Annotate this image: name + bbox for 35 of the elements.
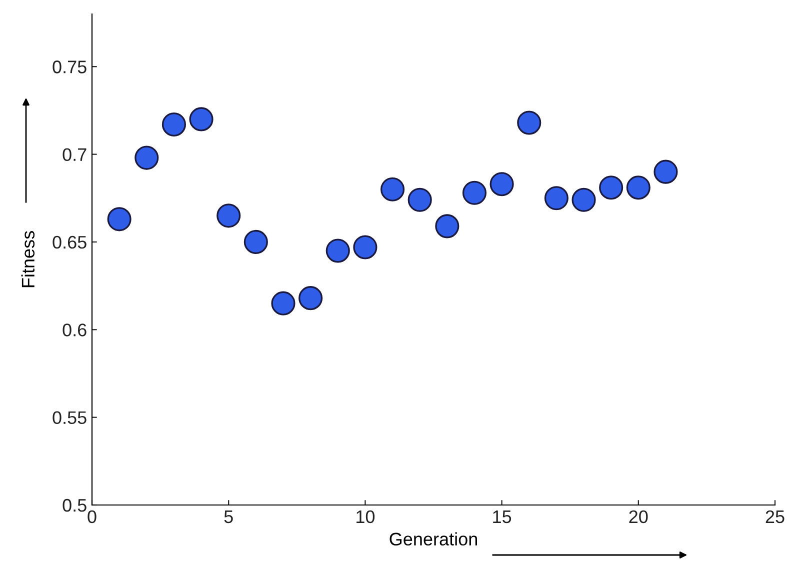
y-tick-label: 0.65 — [52, 236, 86, 249]
point — [244, 230, 268, 254]
x-tick-label: 10 — [356, 510, 375, 524]
point — [626, 176, 650, 200]
point — [380, 177, 405, 202]
point — [462, 180, 487, 205]
point — [544, 186, 568, 210]
y-tick-label: 0.5 — [62, 498, 86, 512]
point — [298, 286, 323, 310]
point — [162, 112, 186, 137]
point — [572, 188, 596, 212]
point — [517, 110, 542, 135]
y-tick-label: 0.75 — [52, 60, 86, 74]
point — [326, 238, 350, 263]
x-tick-label: 15 — [493, 510, 512, 524]
y-tick-label: 0.7 — [62, 148, 86, 162]
point — [271, 291, 296, 316]
point — [107, 207, 132, 232]
point — [654, 160, 678, 184]
point — [490, 172, 514, 196]
x-tick-label: 25 — [766, 510, 784, 524]
y-tick-label: 0.55 — [52, 411, 86, 424]
x-tick-label: 5 — [224, 510, 233, 524]
x-tick-label: 20 — [629, 510, 648, 524]
point — [134, 146, 159, 170]
point — [599, 176, 624, 200]
point — [353, 235, 378, 260]
point — [216, 204, 241, 228]
point — [189, 107, 214, 132]
y-axis-title: Fitness — [21, 231, 35, 288]
y-tick-label: 0.6 — [62, 324, 86, 336]
x-tick-label: 0 — [88, 510, 96, 524]
point — [408, 188, 432, 212]
x-axis-title: Generation — [390, 532, 477, 546]
point — [435, 214, 460, 238]
